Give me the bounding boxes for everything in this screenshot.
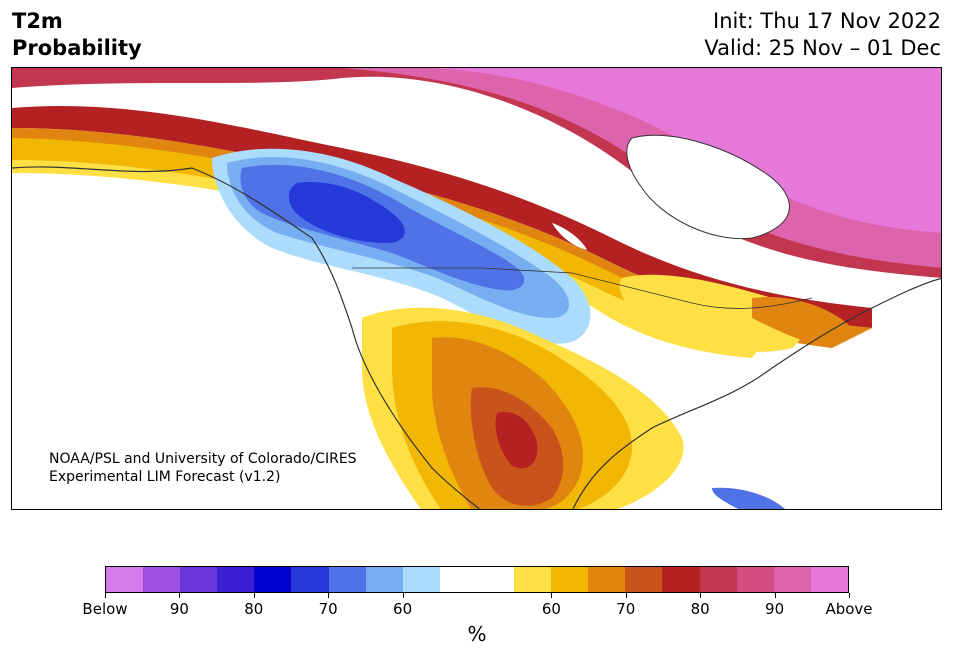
coastline-west [12,166,481,509]
color-legend-bar [105,566,849,593]
init-date: Init: Thu 17 Nov 2022 [713,9,941,33]
map-title: T2m Probability [12,8,142,62]
valid-range: Valid: 25 Nov – 01 Dec [704,36,941,60]
title-line-2: Probability [12,36,142,60]
legend-swatch [588,567,626,592]
legend-swatch [736,567,774,592]
credit-text: NOAA/PSL and University of Colorado/CIRE… [49,450,357,486]
legend-swatch [514,567,552,592]
legend-tick-label: 60 [541,600,561,618]
cuba-cold [712,487,785,509]
legend-swatch [625,567,663,592]
cold-core [288,182,405,243]
credit-line-1: NOAA/PSL and University of Colorado/CIRE… [49,451,357,467]
legend-swatch [402,567,440,592]
legend-tick-label: Above [825,600,873,618]
hudson-bay [626,134,790,240]
legend-swatch [439,567,477,592]
legend-swatch [254,567,292,592]
legend-tick-mark [625,593,627,598]
legend-swatch [773,567,811,592]
legend-swatch [699,567,737,592]
legend-swatch [106,567,144,592]
legend-swatch [180,567,218,592]
lake-1 [352,120,417,131]
legend-tick-mark [849,593,850,598]
legend-tick-mark [253,593,255,598]
credit-line-2: Experimental LIM Forecast (v1.2) [49,469,281,485]
legend-swatch [365,567,403,592]
above-core-north [432,68,941,233]
legend-tick-label: 70 [318,600,338,618]
red-band [12,106,872,328]
legend-swatch [291,567,329,592]
gold-band-north [12,138,802,338]
lake-2 [422,149,487,163]
legend-tick-mark [105,593,106,598]
great-lakes-warm [619,274,803,352]
legend-swatch [143,567,181,592]
date-info: Init: Thu 17 Nov 2022 Valid: 25 Nov – 01… [704,8,941,62]
map-canvas [12,68,941,509]
legend-tick-mark [700,593,702,598]
northeast-warm [752,297,852,348]
legend-swatch [476,567,515,592]
legend-tick-label: 90 [765,600,785,618]
legend-tick-label: Below [82,600,128,618]
legend-swatch [217,567,255,592]
legend-swatch [810,567,848,592]
legend-swatch [662,567,700,592]
legend-swatch [551,567,589,592]
legend-unit: % [467,622,487,646]
legend-tick-label: 70 [616,600,636,618]
legend-tick-label: 60 [393,600,413,618]
warm-south-red [495,412,538,469]
lake-3 [552,223,587,250]
us-canada-border [352,267,813,309]
legend-tick-label: 80 [244,600,264,618]
legend-swatch [328,567,366,592]
legend-tick-label: 80 [690,600,710,618]
legend-tick-mark [402,593,404,598]
legend-tick-mark [328,593,330,598]
legend-tick-mark [551,593,553,598]
legend-tick-mark [774,593,776,598]
coastline-east [572,277,941,509]
forecast-map [11,67,942,510]
title-line-1: T2m [12,9,63,33]
legend-tick-mark [179,593,181,598]
legend-tick-label: 90 [169,600,189,618]
